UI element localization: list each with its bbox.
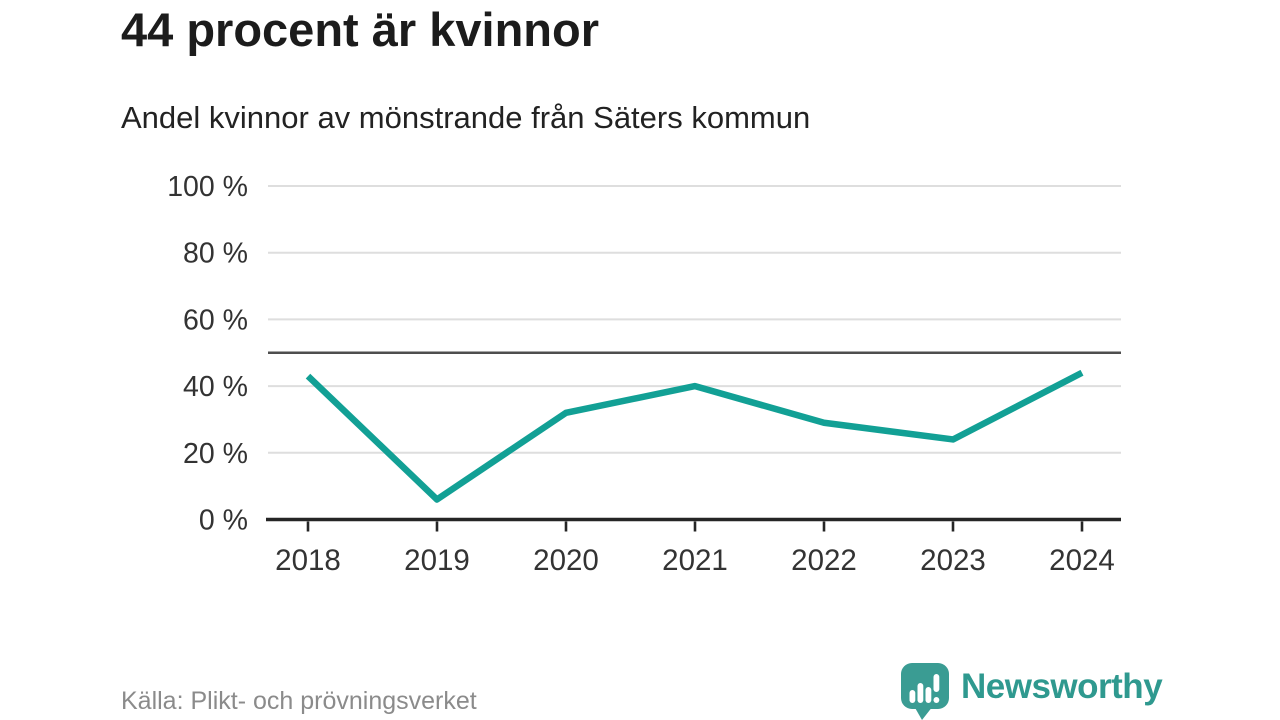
speech-bubble-chart-icon — [901, 663, 949, 720]
y-tick-label: 20 % — [183, 438, 248, 470]
data-line — [305, 369, 1084, 503]
y-tick-label: 60 % — [183, 304, 248, 336]
chart-subtitle: Andel kvinnor av mönstrande från Säters … — [121, 100, 811, 135]
y-tick-label: 0 % — [199, 505, 248, 537]
chart-title: 44 procent är kvinnor — [121, 3, 599, 56]
source-caption: Källa: Plikt- och prövningsverket — [121, 687, 477, 715]
newsworthy-logo: Newsworthy — [900, 662, 1163, 720]
x-tick-label: 2023 — [920, 544, 986, 577]
x-tick-label: 2019 — [404, 544, 470, 577]
y-tick-label: 80 % — [183, 238, 248, 270]
brand-name: Newsworthy — [961, 667, 1163, 706]
x-tick-label: 2022 — [791, 544, 857, 577]
y-tick-label: 100 % — [167, 171, 248, 203]
y-tick-label: 40 % — [183, 371, 248, 403]
x-tick-label: 2018 — [275, 544, 341, 577]
x-tick-label: 2024 — [1049, 544, 1115, 577]
x-tick-label: 2020 — [533, 544, 599, 577]
x-tick-label: 2021 — [662, 544, 728, 577]
